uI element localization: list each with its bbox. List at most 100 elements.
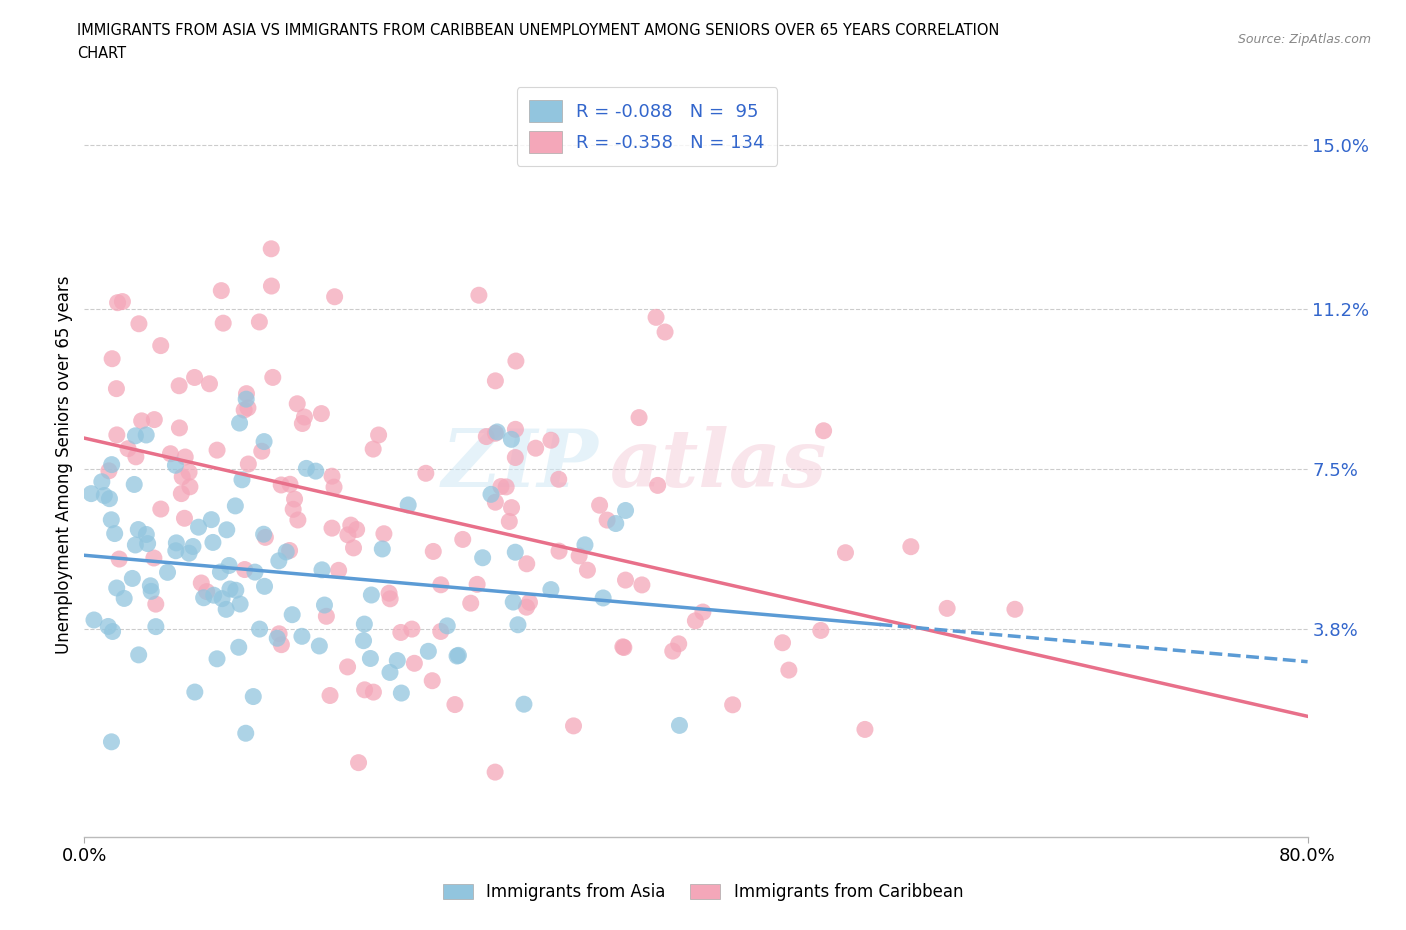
Point — [135, 428, 157, 443]
Point — [80, 486, 103, 501]
Point — [588, 498, 610, 512]
Point — [83, 613, 105, 628]
Point — [772, 635, 794, 650]
Point — [900, 539, 922, 554]
Point — [605, 516, 627, 531]
Point — [291, 416, 314, 431]
Point — [278, 477, 301, 492]
Point — [183, 370, 205, 385]
Point — [336, 659, 359, 674]
Point — [810, 623, 832, 638]
Point — [193, 591, 215, 605]
Point — [236, 401, 259, 416]
Point — [495, 480, 517, 495]
Point — [124, 429, 146, 444]
Point — [444, 698, 467, 712]
Point — [285, 396, 308, 411]
Point — [484, 374, 506, 389]
Point — [484, 764, 506, 779]
Point — [647, 478, 669, 493]
Point — [228, 640, 250, 655]
Point — [260, 279, 283, 294]
Point — [127, 522, 149, 537]
Point — [568, 549, 591, 564]
Point — [389, 685, 412, 700]
Point — [422, 544, 444, 559]
Point — [181, 539, 204, 554]
Point — [105, 580, 128, 595]
Point — [219, 581, 242, 596]
Point — [415, 466, 437, 481]
Point — [266, 631, 288, 645]
Point — [339, 518, 361, 533]
Point — [515, 600, 537, 615]
Point — [90, 474, 112, 489]
Point — [596, 512, 619, 527]
Point — [136, 536, 159, 551]
Point — [489, 479, 512, 494]
Point — [631, 578, 654, 592]
Point — [167, 379, 190, 393]
Point — [592, 591, 614, 605]
Point — [117, 441, 139, 456]
Point — [143, 412, 166, 427]
Point — [389, 625, 412, 640]
Point — [249, 621, 271, 636]
Point — [101, 624, 124, 639]
Point — [505, 422, 527, 437]
Point — [100, 512, 122, 527]
Point — [311, 406, 333, 421]
Point — [661, 644, 683, 658]
Point — [420, 673, 443, 688]
Point — [501, 500, 523, 515]
Point — [418, 644, 440, 658]
Point — [108, 551, 131, 566]
Point — [145, 597, 167, 612]
Point — [516, 556, 538, 571]
Point — [548, 544, 571, 559]
Point — [281, 607, 304, 622]
Point — [205, 443, 228, 458]
Point — [243, 565, 266, 579]
Point — [247, 314, 270, 329]
Point — [284, 492, 307, 507]
Point — [200, 512, 222, 527]
Point — [359, 651, 381, 666]
Point — [612, 639, 634, 654]
Point — [104, 526, 127, 541]
Point — [614, 503, 637, 518]
Point — [253, 526, 276, 541]
Point — [353, 617, 375, 631]
Point — [253, 578, 276, 593]
Point — [614, 573, 637, 588]
Point — [475, 429, 498, 444]
Point — [347, 755, 370, 770]
Point — [278, 543, 301, 558]
Point — [141, 584, 163, 599]
Point — [121, 571, 143, 586]
Point — [315, 609, 337, 624]
Point — [484, 495, 506, 510]
Point — [834, 545, 856, 560]
Point — [1004, 602, 1026, 617]
Point — [628, 410, 651, 425]
Point — [498, 514, 520, 529]
Point — [446, 648, 468, 663]
Point — [124, 538, 146, 552]
Point — [287, 512, 309, 527]
Point — [184, 684, 207, 699]
Point — [107, 295, 129, 310]
Point — [202, 588, 225, 603]
Point — [215, 602, 238, 617]
Point — [547, 472, 569, 486]
Point — [128, 316, 150, 331]
Point — [250, 444, 273, 458]
Point — [101, 352, 124, 366]
Point — [128, 647, 150, 662]
Point — [187, 520, 209, 535]
Point — [149, 501, 172, 516]
Point — [342, 540, 364, 555]
Point — [336, 527, 359, 542]
Point — [540, 582, 562, 597]
Point — [471, 551, 494, 565]
